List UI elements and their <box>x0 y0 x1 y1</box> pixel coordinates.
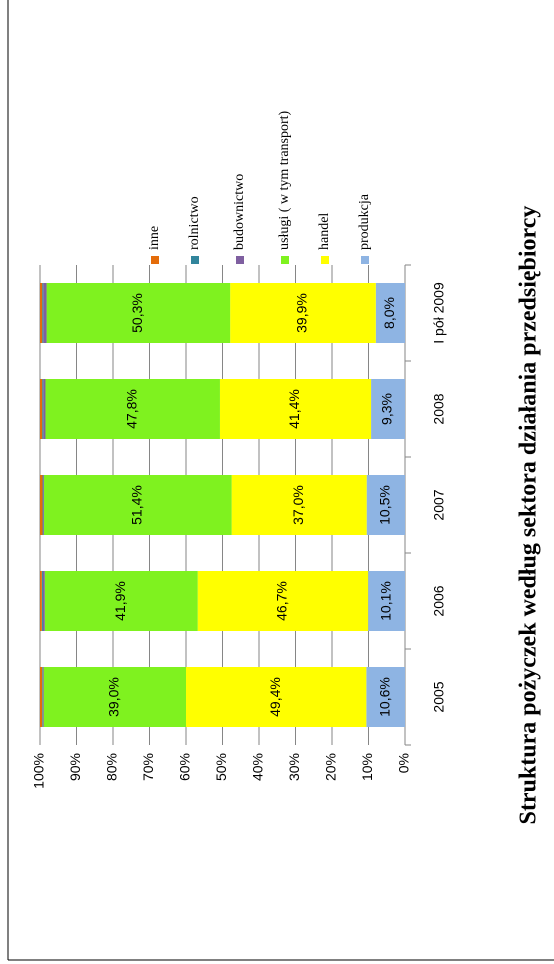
legend-swatch <box>191 256 199 264</box>
data-label: 9,3% <box>379 393 395 425</box>
data-label: 47,8% <box>123 389 139 429</box>
bar-segment <box>186 667 367 727</box>
x-tick-label: 2008 <box>431 393 447 424</box>
chart-title: Struktura pożyczek według sektora działa… <box>516 206 542 825</box>
data-label: 41,4% <box>286 389 302 429</box>
bar-segment <box>45 379 220 439</box>
chart: Struktura pożyczek według sektora działa… <box>31 110 542 824</box>
legend-swatch <box>361 256 369 264</box>
y-tick-label: 20% <box>323 753 339 781</box>
legend-label: budownictwo <box>232 174 247 250</box>
bar-segment <box>43 379 46 439</box>
data-label: 37,0% <box>290 485 306 525</box>
bar-segment <box>42 475 44 535</box>
legend-label: usługi ( w tym transport) <box>277 110 292 250</box>
y-tick-label: 80% <box>104 753 120 781</box>
bar-segment <box>42 571 45 631</box>
legend-swatch <box>321 256 329 264</box>
bar-segment <box>42 379 44 439</box>
legend-label: handel <box>317 213 332 250</box>
data-label: 50,3% <box>129 293 145 333</box>
bar-segment <box>42 667 44 727</box>
x-tick-label: 2006 <box>431 585 447 616</box>
y-tick-label: 0% <box>396 753 412 773</box>
y-tick-label: 90% <box>67 753 83 781</box>
legend-swatch <box>151 256 159 264</box>
bar-segment <box>368 571 406 631</box>
bar-segment <box>231 475 367 535</box>
bar-segment <box>40 283 43 343</box>
x-tick-label: 2007 <box>431 489 447 520</box>
bar-segment <box>42 283 44 343</box>
bar-segment <box>375 283 405 343</box>
bar-segment <box>43 667 187 727</box>
y-tick-label: 10% <box>359 753 375 781</box>
data-label: 10,1% <box>377 581 393 621</box>
y-tick-label: 100% <box>31 753 47 789</box>
data-label: 51,4% <box>129 485 145 525</box>
bar-segment <box>40 667 43 727</box>
legend-label: rolnictwo <box>187 196 202 250</box>
bar-segment <box>42 667 43 727</box>
bar-segment <box>44 475 232 535</box>
y-tick-label: 50% <box>213 753 229 781</box>
bar-segment <box>366 475 405 535</box>
bar-segment <box>43 475 45 535</box>
y-tick-label: 30% <box>286 753 302 781</box>
bar-segment <box>40 571 42 631</box>
bar-segment <box>219 379 372 439</box>
data-label: 39,9% <box>294 293 310 333</box>
bar-segment <box>46 283 231 343</box>
bar-segment <box>366 667 405 727</box>
data-label: 46,7% <box>274 581 290 621</box>
y-tick-label: 70% <box>140 753 156 781</box>
legend-label: produkcja <box>357 193 372 250</box>
data-label: 8,0% <box>381 297 397 329</box>
data-label: 41,9% <box>112 581 128 621</box>
bar-segment <box>41 571 43 631</box>
bar-segment <box>40 379 43 439</box>
data-label: 39,0% <box>106 677 122 717</box>
legend-swatch <box>281 256 289 264</box>
data-label: 10,5% <box>377 485 393 525</box>
bar-segment <box>230 283 376 343</box>
legend-swatch <box>236 256 244 264</box>
data-label: 10,6% <box>376 677 392 717</box>
y-tick-label: 60% <box>177 753 193 781</box>
x-tick-label: 2005 <box>431 681 447 712</box>
bar-segment <box>197 571 369 631</box>
x-tick-label: I pół 2009 <box>431 282 447 344</box>
bar-segment <box>43 283 47 343</box>
data-label: 49,4% <box>267 677 283 717</box>
bar-segment <box>40 475 43 535</box>
bar-segment <box>371 379 405 439</box>
legend-label: inne <box>147 226 162 250</box>
y-tick-label: 40% <box>250 753 266 781</box>
bar-segment <box>44 571 198 631</box>
